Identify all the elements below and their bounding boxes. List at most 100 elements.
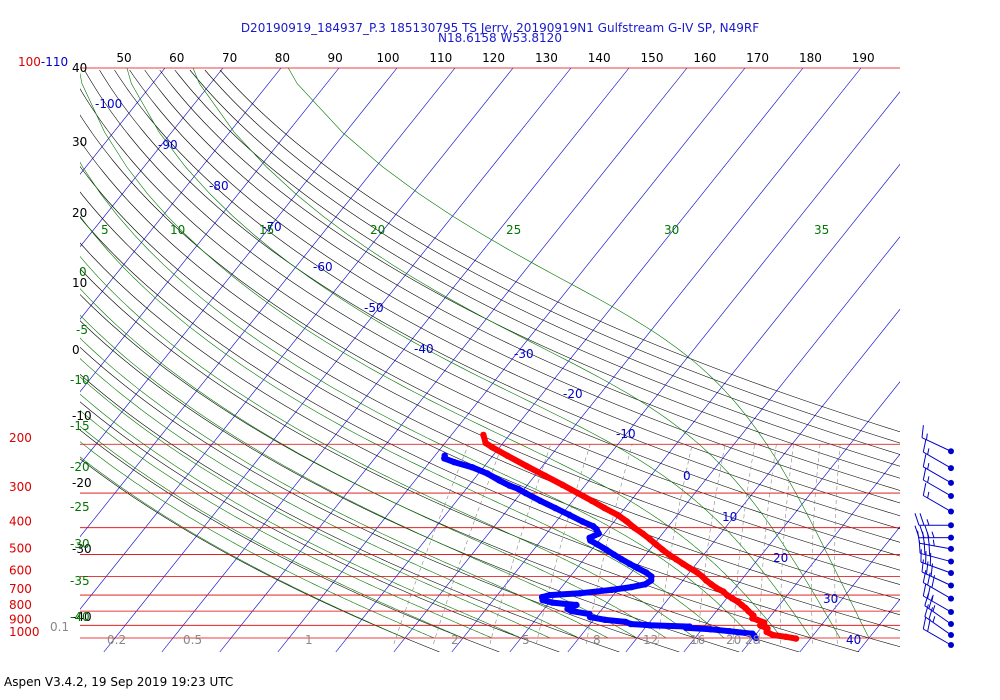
wind-barb-half-flag bbox=[932, 616, 936, 623]
wind-barb-flag bbox=[921, 425, 924, 438]
dry-adiabat-line bbox=[80, 140, 900, 585]
moist-adiabat-line bbox=[80, 456, 406, 639]
moist-adiabat-line bbox=[80, 255, 696, 639]
dry-adiabat-line bbox=[80, 373, 620, 652]
wind-barb bbox=[922, 483, 954, 515]
pressure-label: 500 bbox=[9, 542, 32, 556]
temperature-trace-point bbox=[659, 546, 666, 553]
dry-adiabat-line bbox=[159, 69, 900, 479]
moist-adiabat-label: 25 bbox=[506, 223, 521, 237]
dewpoint-trace-point bbox=[618, 556, 625, 563]
temperature-trace-point bbox=[574, 489, 581, 497]
wind-barb-shaft bbox=[924, 605, 952, 625]
wind-barb-flag bbox=[924, 593, 929, 606]
isotherm-line bbox=[80, 68, 456, 538]
wind-barb bbox=[922, 439, 954, 472]
pressure-label: 400 bbox=[9, 515, 32, 529]
moist-adiabat-label: -10 bbox=[70, 373, 90, 387]
isotherm-line bbox=[857, 598, 900, 652]
isotherm-label: 0 bbox=[683, 469, 691, 483]
mixing-ratio-label: 5 bbox=[522, 633, 530, 647]
dry-adiabat-line bbox=[80, 401, 560, 652]
moist-adiabat-line bbox=[80, 358, 580, 639]
moist-adiabat-label: -5 bbox=[76, 323, 88, 337]
temperature-trace-point bbox=[782, 633, 790, 640]
isotherm-line bbox=[80, 68, 282, 320]
height-label: -30 bbox=[72, 542, 92, 556]
mixing-ratio-label: 0.5 bbox=[183, 633, 202, 647]
dewpoint-trace-point bbox=[552, 504, 559, 512]
temperature-trace-point bbox=[761, 619, 768, 626]
wind-barb-half-flag bbox=[926, 433, 928, 440]
dewpoint-trace-point bbox=[707, 626, 714, 633]
wind-barb-flag bbox=[922, 616, 927, 630]
wind-barb-flag bbox=[919, 513, 925, 526]
dry-adiabat-line bbox=[144, 69, 900, 491]
dewpoint-trace-point bbox=[522, 489, 529, 497]
temperature-trace-point bbox=[713, 584, 720, 592]
moist-adiabat-label: -30 bbox=[70, 537, 90, 551]
moist-adiabat-label: 5 bbox=[101, 223, 109, 237]
wind-barb bbox=[921, 425, 954, 455]
temperature-trace-point bbox=[699, 573, 706, 580]
wind-barb-shaft bbox=[923, 628, 952, 646]
moist-adiabat-line bbox=[80, 425, 464, 639]
mixing-ratio-label: 20 bbox=[726, 633, 741, 647]
temperature-trace-point bbox=[679, 560, 687, 567]
top-tick-label: 190 bbox=[852, 51, 875, 65]
top-tick-label: 60 bbox=[169, 51, 184, 65]
wind-barb-shaft bbox=[920, 561, 952, 574]
dewpoint-trace-point bbox=[484, 470, 491, 477]
isotherm-line bbox=[335, 68, 804, 652]
isotherm-label: -70 bbox=[262, 220, 282, 234]
dry-adiabat-line bbox=[80, 88, 900, 557]
dewpoint-trace-point bbox=[515, 485, 522, 493]
mixing-ratio-label: 2 bbox=[451, 633, 459, 647]
dewpoint-trace-point bbox=[601, 616, 609, 623]
moist-adiabat-line bbox=[80, 376, 551, 639]
mixing-ratio-line bbox=[536, 444, 591, 644]
wind-barb bbox=[918, 540, 954, 565]
moist-adiabat-line bbox=[80, 161, 754, 639]
moist-adiabat-line bbox=[192, 68, 841, 639]
pressure-label: 800 bbox=[9, 598, 32, 612]
dewpoint-trace-point bbox=[441, 452, 448, 459]
wind-barb-shaft bbox=[924, 616, 952, 636]
wind-barb-flag bbox=[927, 572, 931, 586]
top-tick-label: 140 bbox=[588, 51, 611, 65]
moist-adiabat-label: -40 bbox=[70, 610, 90, 624]
mixing-ratio-label: 16 bbox=[690, 633, 705, 647]
wind-barb-flag bbox=[930, 563, 933, 577]
isotherm-label: 30 bbox=[823, 592, 838, 606]
software-footer: Aspen V3.4.2, 19 Sep 2019 19:23 UTC bbox=[4, 675, 234, 689]
wind-barb bbox=[921, 559, 954, 589]
dry-adiabat-line bbox=[80, 216, 900, 631]
wind-barb-half-flag bbox=[927, 491, 930, 499]
temperature-trace-point bbox=[523, 463, 530, 470]
dewpoint-trace-point bbox=[686, 623, 693, 630]
dry-adiabat-line bbox=[84, 69, 900, 543]
top-tick-label: 150 bbox=[641, 51, 664, 65]
height-label: -40 bbox=[72, 610, 92, 624]
pressure-label: 700 bbox=[9, 582, 32, 596]
isotherm-label: 20 bbox=[773, 551, 788, 565]
wind-barb-flag bbox=[928, 543, 931, 556]
temperature-trace-point bbox=[792, 635, 800, 642]
top-tick-label: 110 bbox=[429, 51, 452, 65]
wind-barb-shaft bbox=[923, 479, 952, 497]
wind-barb-shaft bbox=[923, 495, 952, 512]
temperature-trace-point bbox=[720, 588, 727, 595]
dewpoint-trace-point bbox=[622, 618, 629, 626]
wind-barb bbox=[917, 530, 954, 552]
wind-barb bbox=[922, 616, 954, 648]
top-tick-label: 80 bbox=[275, 51, 290, 65]
wind-barb bbox=[914, 525, 954, 541]
wind-barb-flag bbox=[922, 439, 927, 453]
wind-barb-shaft bbox=[923, 582, 952, 600]
isotherm-label: -20 bbox=[563, 387, 583, 401]
top-tick-label: 180 bbox=[799, 51, 822, 65]
wind-barb-flag bbox=[926, 561, 929, 575]
isotherm-label: -30 bbox=[514, 347, 534, 361]
dry-adiabat-line bbox=[129, 69, 900, 504]
chart-title-line-1: D20190919_184937_P.3 185130795 TS Jerry,… bbox=[240, 21, 760, 35]
